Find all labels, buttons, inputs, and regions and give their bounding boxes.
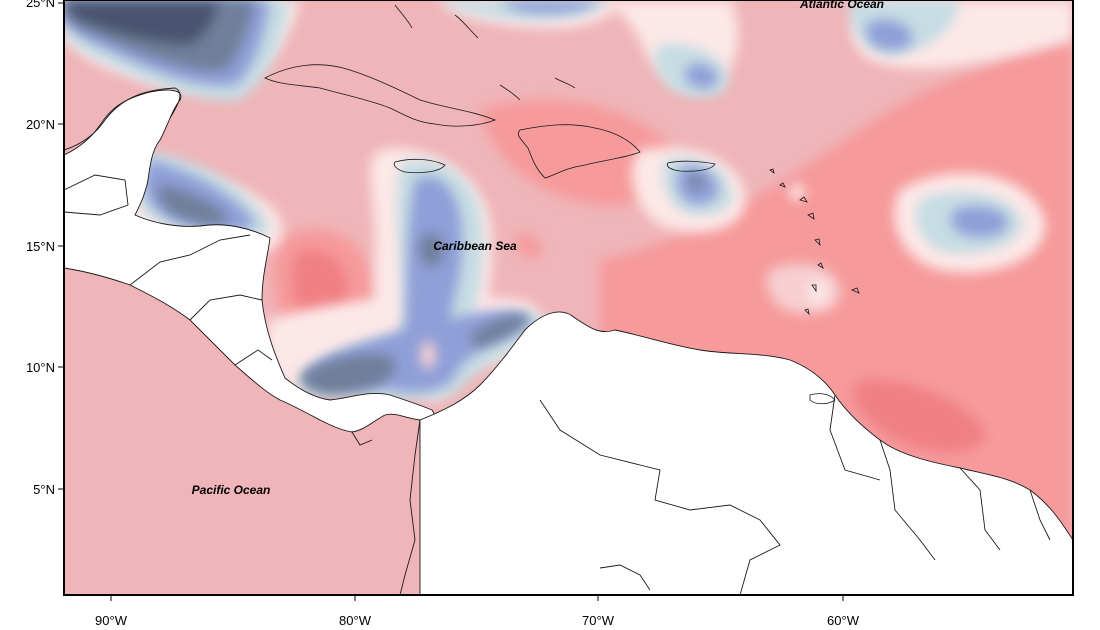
x-tick-label: 60°W [827,613,860,628]
pacific-ocean-label: Pacific Ocean [192,483,271,497]
south-america [419,311,1073,595]
y-tick-label: 10°N [26,360,55,375]
x-tick-label: 90°W [95,613,128,628]
y-tick-label: 25°N [26,0,55,10]
bahamas [394,4,576,101]
y-tick-label: 20°N [26,117,55,132]
country-borders [64,174,1051,595]
plot-area [64,0,1073,595]
x-axis: 90°W 80°W 70°W 60°W [95,595,860,628]
x-tick-label: 80°W [339,613,372,628]
strong-negative-regions [64,0,703,395]
atlantic-ocean-label: Atlantic Ocean [799,0,884,11]
caribbean-sea-label: Caribbean Sea [433,239,517,253]
puerto-rico [666,160,716,172]
y-tick-label: 5°N [33,482,55,497]
x-tick-label: 70°W [582,613,615,628]
hispaniola [517,124,641,179]
central-america [64,89,435,433]
landmasses [64,4,1073,595]
cuba [264,64,497,127]
y-tick-label: 15°N [26,239,55,254]
jamaica [393,158,446,174]
y-axis: 25°N 20°N 15°N 10°N 5°N [26,0,64,497]
trinidad [809,393,836,405]
lesser-antilles [769,168,860,316]
yucatan-coast [64,87,181,151]
plot-frame [63,0,1074,596]
